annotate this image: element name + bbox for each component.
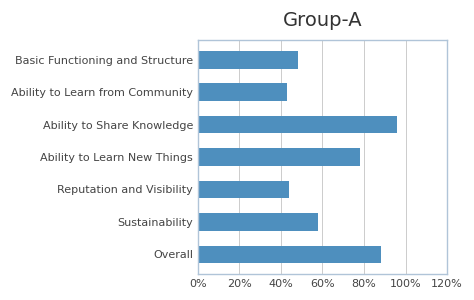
Bar (198, 245, 381, 263)
Title: Group-A: Group-A (283, 11, 362, 30)
Bar (198, 148, 360, 166)
Bar (198, 213, 319, 231)
Bar (198, 51, 298, 68)
Bar (198, 181, 289, 198)
Bar (198, 116, 397, 134)
Bar (198, 83, 287, 101)
